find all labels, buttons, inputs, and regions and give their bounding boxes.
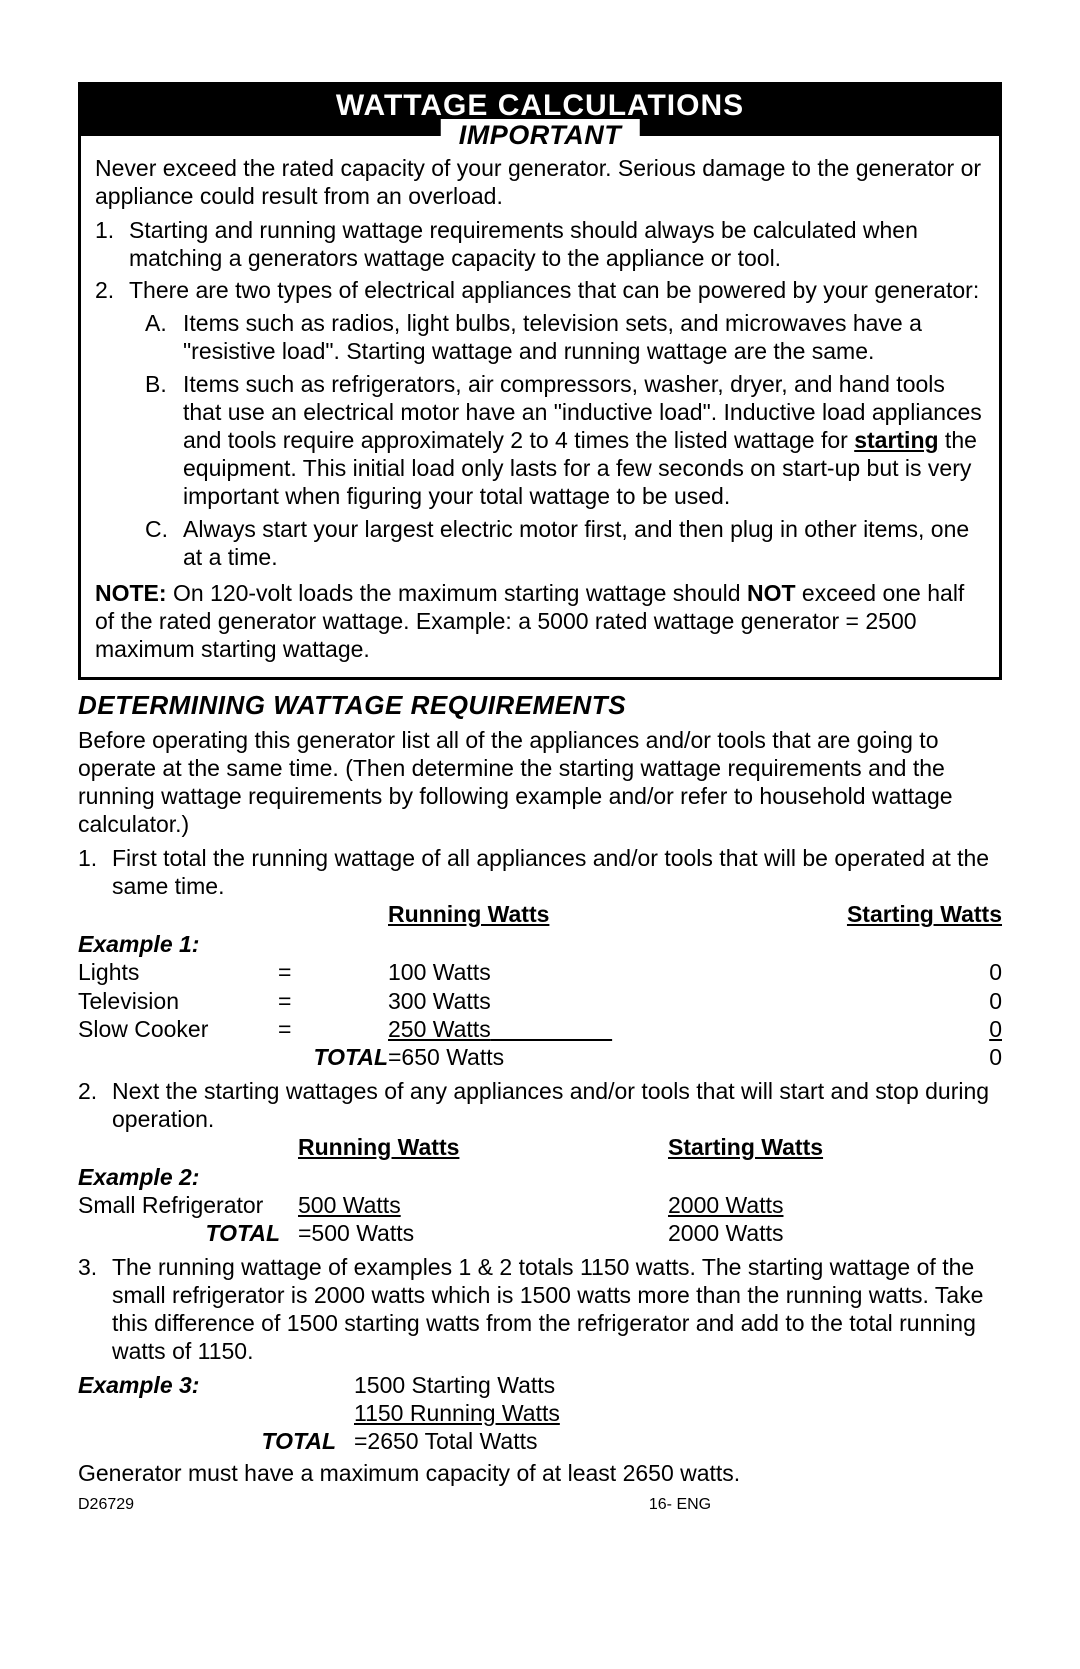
line-value: 1500 Starting Watts (354, 1371, 1002, 1399)
appliance-name: Lights (78, 958, 278, 986)
item-text: Always start your largest electric motor… (183, 515, 985, 571)
doc-number: D26729 (78, 1495, 358, 1515)
item-text: The running wattage of examples 1 & 2 to… (112, 1253, 1002, 1365)
section-heading: DETERMINING WATTAGE REQUIREMENTS (78, 690, 1002, 722)
note-label: NOTE: (95, 580, 167, 606)
total-label: TOTAL (278, 1043, 388, 1071)
total-running: =500 Watts (298, 1219, 668, 1247)
example1-label: Example 1: (78, 930, 1002, 958)
item-number: 2. (95, 276, 129, 304)
total-running: =650 Watts (388, 1043, 728, 1071)
page-number: 16- ENG (358, 1495, 1002, 1515)
total-starting: 0 (728, 1043, 1002, 1071)
running-watts-header: Running Watts (298, 1133, 668, 1161)
total-label: TOTAL (78, 1427, 354, 1455)
example3-label: Example 3: (78, 1371, 354, 1399)
list-item: A. Items such as radios, light bulbs, te… (145, 309, 985, 365)
item-number: 3. (78, 1253, 112, 1365)
equals: = (278, 987, 388, 1015)
steps-list: 1. First total the running wattage of al… (78, 844, 1002, 900)
steps-list: 3. The running wattage of examples 1 & 2… (78, 1253, 1002, 1365)
table-row: Example 3: 1500 Starting Watts (78, 1371, 1002, 1399)
note-paragraph: NOTE: On 120-volt loads the maximum star… (95, 579, 985, 663)
starting-keyword: starting (854, 427, 938, 453)
item-text: Items such as radios, light bulbs, telev… (183, 309, 985, 365)
example2-rows: Small Refrigerator 500 Watts 2000 Watts … (78, 1191, 1002, 1247)
list-item: 1. First total the running wattage of al… (78, 844, 1002, 900)
sub-list: A. Items such as radios, light bulbs, te… (145, 309, 985, 571)
table-row: 1150 Running Watts (78, 1399, 1002, 1427)
steps-list: 2. Next the starting wattages of any app… (78, 1077, 1002, 1133)
total-row: TOTAL =650 Watts 0 (78, 1043, 1002, 1071)
list-item: C. Always start your largest electric mo… (145, 515, 985, 571)
appliance-name: Slow Cooker (78, 1015, 278, 1043)
text-fragment: On 120-volt loads the maximum starting w… (167, 580, 747, 606)
starting-value: 0 (728, 958, 1002, 986)
running-value: 250 Watts (388, 1015, 728, 1043)
important-legend: IMPORTANT (441, 119, 640, 152)
closing-statement: Generator must have a maximum capacity o… (78, 1459, 1002, 1487)
item-number: 2. (78, 1077, 112, 1133)
page-title: WATTAGE CALCULATIONS (336, 89, 744, 122)
item-text: Starting and running wattage requirement… (129, 216, 985, 272)
starting-value: 2000 Watts (668, 1191, 1002, 1219)
underlined-value: 250 Watts (388, 1016, 491, 1042)
total-row: TOTAL =2650 Total Watts (78, 1427, 1002, 1455)
list-item: 1. Starting and running wattage requirem… (95, 216, 985, 272)
page-footer: D26729 16- ENG (78, 1495, 1002, 1515)
list-item: 2. Next the starting wattages of any app… (78, 1077, 1002, 1133)
list-item: 3. The running wattage of examples 1 & 2… (78, 1253, 1002, 1365)
item-text: First total the running wattage of all a… (112, 844, 1002, 900)
example1-rows: Lights = 100 Watts 0 Television = 300 Wa… (78, 958, 1002, 1070)
table-row: Slow Cooker = 250 Watts 0 (78, 1015, 1002, 1043)
item-text: There are two types of electrical applia… (129, 276, 985, 304)
important-list: 1. Starting and running wattage requirem… (95, 216, 985, 572)
equals: = (278, 1015, 388, 1043)
item-number: 1. (78, 844, 112, 900)
line-value: 1150 Running Watts (354, 1399, 1002, 1427)
table-row: Small Refrigerator 500 Watts 2000 Watts (78, 1191, 1002, 1219)
example3-block: Example 3: 1500 Starting Watts 1150 Runn… (78, 1371, 1002, 1455)
not-keyword: NOT (747, 580, 796, 606)
important-box: IMPORTANT Never exceed the rated capacit… (78, 133, 1002, 681)
item-letter: B. (145, 370, 183, 510)
starting-watts-header: Starting Watts (728, 900, 1002, 928)
total-starting: 2000 Watts (668, 1219, 1002, 1247)
item-letter: A. (145, 309, 183, 365)
underline-spacer (491, 1016, 612, 1042)
appliance-name: Television (78, 987, 278, 1015)
example1-table: Running Watts Starting Watts (78, 900, 1002, 928)
list-item: 2. There are two types of electrical app… (95, 276, 985, 304)
table-row: Lights = 100 Watts 0 (78, 958, 1002, 986)
table-row: Television = 300 Watts 0 (78, 987, 1002, 1015)
equals: = (278, 958, 388, 986)
appliance-name: Small Refrigerator (78, 1191, 298, 1219)
item-text: Items such as refrigerators, air compres… (183, 370, 985, 510)
table-header-row: Running Watts Starting Watts (78, 1133, 1002, 1161)
starting-value: 0 (728, 1015, 1002, 1043)
running-watts-header: Running Watts (388, 900, 728, 928)
list-item: B. Items such as refrigerators, air comp… (145, 370, 985, 510)
table-header-row: Running Watts Starting Watts (78, 900, 1002, 928)
item-letter: C. (145, 515, 183, 571)
example2-label: Example 2: (78, 1163, 1002, 1191)
total-label: TOTAL (78, 1219, 298, 1247)
running-value: 500 Watts (298, 1191, 668, 1219)
starting-watts-header: Starting Watts (668, 1133, 1002, 1161)
important-intro: Never exceed the rated capacity of your … (95, 154, 985, 210)
section-intro: Before operating this generator list all… (78, 726, 1002, 838)
running-value: 300 Watts (388, 987, 728, 1015)
total-row: TOTAL =500 Watts 2000 Watts (78, 1219, 1002, 1247)
total-value: =2650 Total Watts (354, 1427, 1002, 1455)
starting-value: 0 (728, 987, 1002, 1015)
item-number: 1. (95, 216, 129, 272)
example2-header: Running Watts Starting Watts (78, 1133, 1002, 1161)
item-text: Next the starting wattages of any applia… (112, 1077, 1002, 1133)
running-value: 100 Watts (388, 958, 728, 986)
